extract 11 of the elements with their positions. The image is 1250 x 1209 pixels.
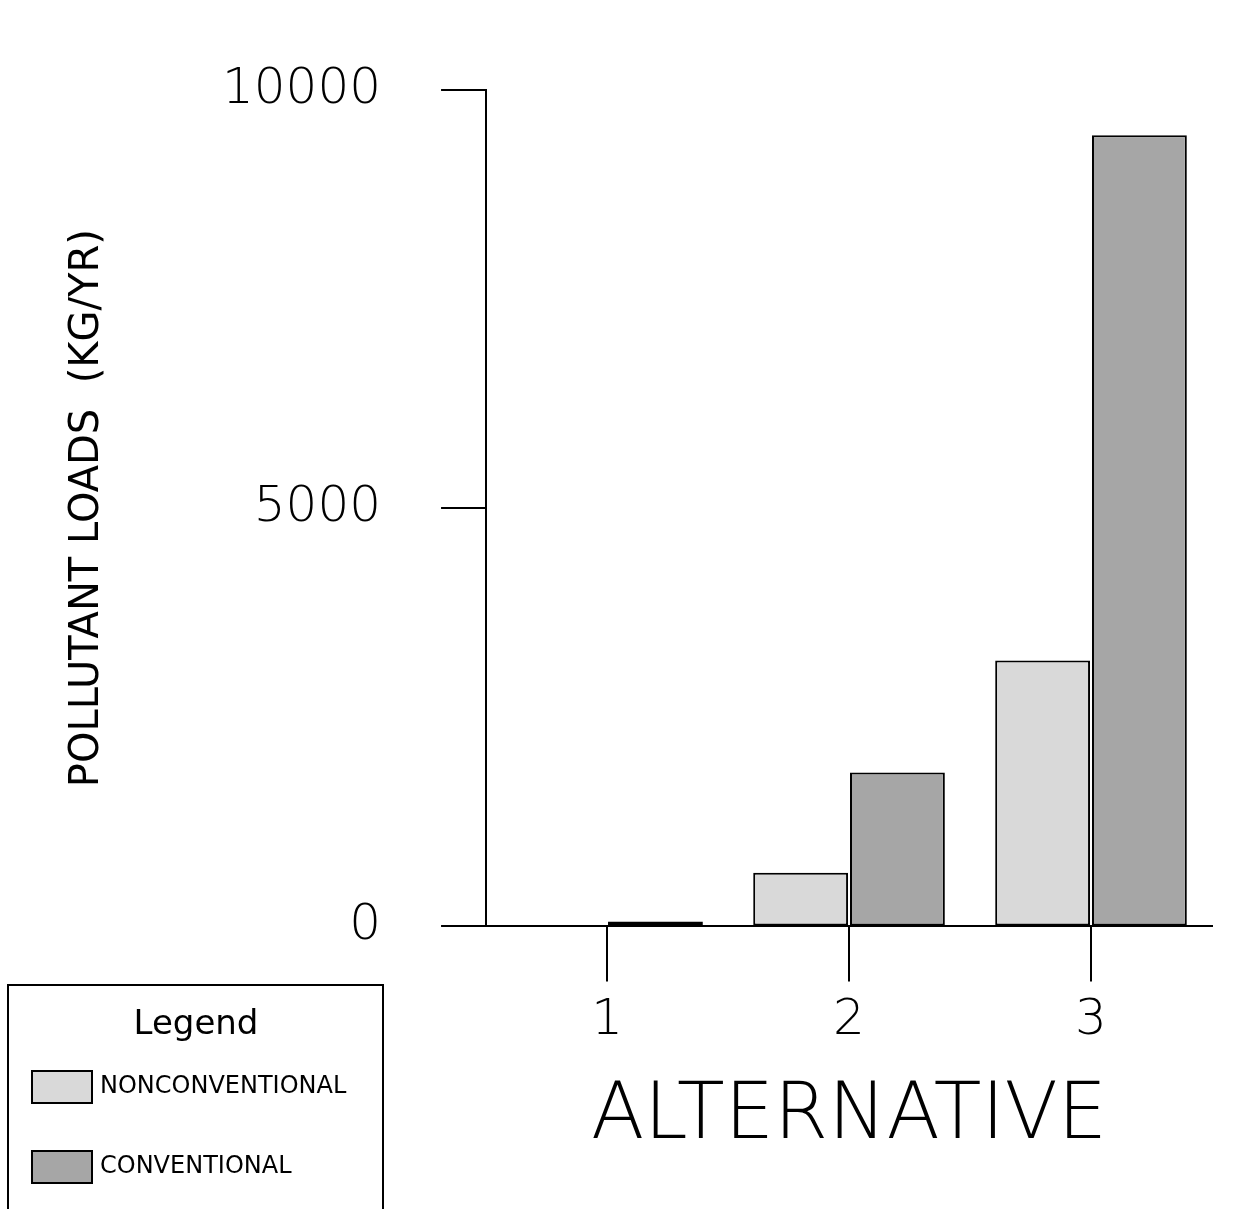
x-tick-label: 1 [591, 988, 623, 1047]
legend-label: NONCONVENTIONAL [100, 1071, 347, 1100]
y-tick-label: 0 [349, 893, 382, 952]
y-tick-label: 5000 [253, 475, 382, 534]
x-tick-label: 2 [833, 988, 865, 1047]
x-tick-label: 3 [1075, 988, 1107, 1047]
x-axis-title: ALTERNATIVE [590, 1066, 1108, 1157]
y-axis-title: POLLUTANT LOADS (KG/YR) [61, 229, 108, 788]
legend-label: CONVENTIONAL [100, 1151, 293, 1180]
legend-title: Legend [133, 1001, 259, 1042]
y-tick-label: 10000 [222, 56, 382, 115]
